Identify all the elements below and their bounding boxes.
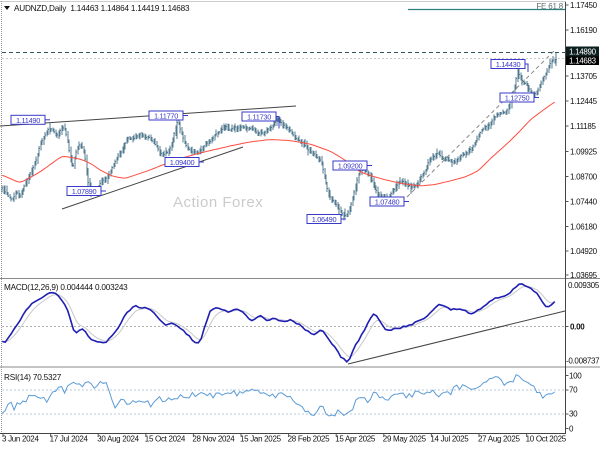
svg-text:1.13705: 1.13705: [570, 72, 598, 81]
svg-text:29 May 2025: 29 May 2025: [383, 435, 427, 444]
svg-text:17 Jul 2024: 17 Jul 2024: [50, 435, 89, 444]
svg-text:1.04920: 1.04920: [570, 247, 598, 256]
svg-text:28 Feb 2025: 28 Feb 2025: [288, 435, 330, 444]
svg-text:1.08700: 1.08700: [570, 173, 598, 182]
svg-text:RSI(14) 70.5327: RSI(14) 70.5327: [4, 373, 62, 382]
svg-text:0.00: 0.00: [570, 323, 585, 332]
svg-text:30: 30: [569, 410, 578, 419]
svg-text:1.11490: 1.11490: [16, 116, 40, 125]
svg-text:30 Aug 2024: 30 Aug 2024: [97, 435, 139, 444]
svg-text:-0.008737: -0.008737: [566, 357, 600, 366]
svg-text:1.07890: 1.07890: [72, 187, 97, 196]
svg-text:1.09925: 1.09925: [570, 148, 598, 157]
svg-text:0: 0: [569, 425, 574, 434]
svg-text:28 Nov 2024: 28 Nov 2024: [192, 435, 235, 444]
svg-text:1.14890: 1.14890: [569, 48, 597, 57]
svg-text:3 Jun 2024: 3 Jun 2024: [2, 435, 39, 444]
svg-text:100: 100: [569, 372, 582, 381]
svg-text:FE 61.8: FE 61.8: [536, 2, 563, 11]
svg-text:1.17450: 1.17450: [570, 1, 598, 10]
svg-text:MACD(12,26,9) 0.004444 0.00324: MACD(12,26,9) 0.004444 0.003243: [4, 283, 128, 292]
svg-text:27 Aug 2025: 27 Aug 2025: [478, 435, 520, 444]
svg-text:1.09200: 1.09200: [338, 162, 363, 171]
svg-text:14 Jul 2025: 14 Jul 2025: [430, 435, 469, 444]
svg-text:1.11770: 1.11770: [154, 112, 178, 121]
svg-text:AUDNZD,Daily 1.14463 1.14864: AUDNZD,Daily 1.14463 1.14864 1.14419 1.1…: [14, 4, 190, 13]
svg-text:1.06180: 1.06180: [570, 223, 598, 232]
svg-text:1.14683: 1.14683: [569, 57, 597, 66]
svg-text:1.07440: 1.07440: [570, 198, 598, 207]
svg-text:1.07480: 1.07480: [375, 198, 400, 207]
svg-text:1.09400: 1.09400: [170, 158, 195, 167]
svg-text:15 Jan 2025: 15 Jan 2025: [240, 435, 282, 444]
svg-text:1.14430: 1.14430: [496, 60, 521, 69]
svg-text:1.12750: 1.12750: [505, 94, 530, 103]
svg-text:1.03695: 1.03695: [570, 271, 598, 280]
svg-text:10 Oct 2025: 10 Oct 2025: [526, 435, 567, 444]
svg-text:1.11185: 1.11185: [570, 122, 596, 131]
svg-text:1.06490: 1.06490: [312, 215, 337, 224]
svg-text:Action Forex: Action Forex: [173, 194, 263, 211]
svg-text:15 Oct 2024: 15 Oct 2024: [145, 435, 186, 444]
svg-text:1.16190: 1.16190: [570, 26, 598, 35]
svg-text:1.11730: 1.11730: [247, 113, 271, 122]
svg-text:0.009305: 0.009305: [568, 281, 600, 290]
svg-text:15 Apr 2025: 15 Apr 2025: [335, 435, 376, 444]
svg-text:1.12445: 1.12445: [570, 97, 598, 106]
svg-text:70: 70: [569, 386, 578, 395]
